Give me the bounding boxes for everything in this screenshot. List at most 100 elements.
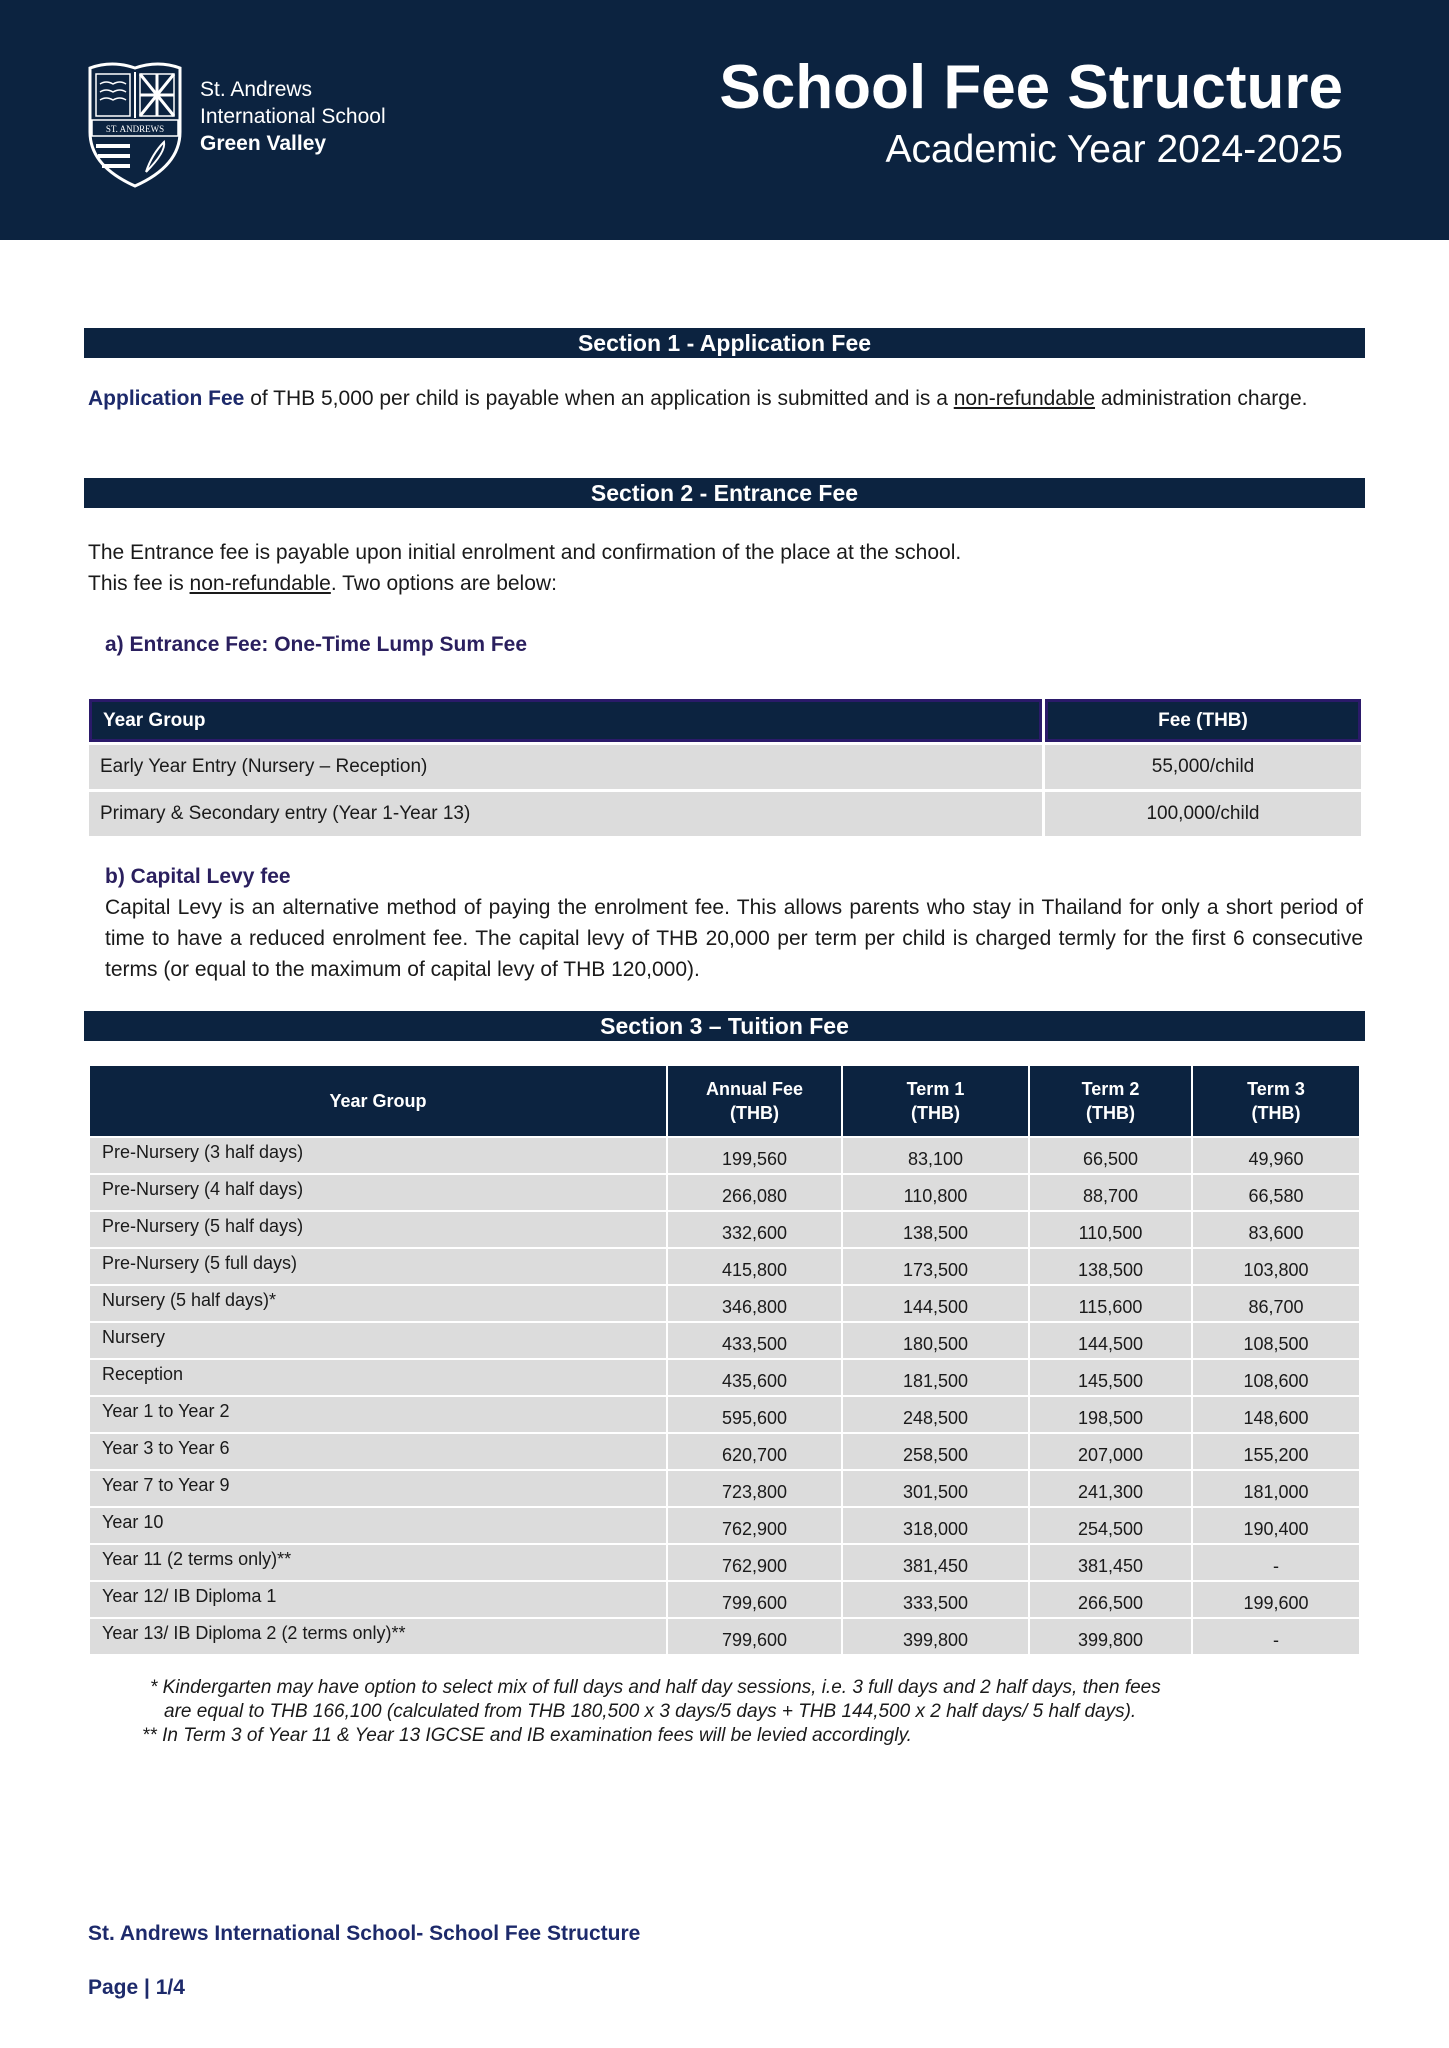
document-subtitle: Academic Year 2024-2025: [885, 128, 1343, 171]
fee-cell: 173,500: [843, 1249, 1028, 1284]
table-row: Primary & Secondary entry (Year 1-Year 1…: [89, 792, 1361, 836]
year-group-cell: Year 3 to Year 6: [90, 1434, 666, 1469]
column-header: Year Group: [90, 1066, 666, 1136]
page-header: ST. ANDREWS St. Andrews International Sc…: [0, 0, 1449, 240]
table-row: Pre-Nursery (5 full days) 415,800 173,500 1…: [90, 1249, 1359, 1284]
fee-cell: 266,080: [668, 1175, 841, 1210]
year-group-cell: Pre-Nursery (3 half days): [90, 1138, 666, 1173]
table-row: Early Year Entry (Nursery – Reception) 5…: [89, 745, 1361, 789]
fee-cell: 110,500: [1030, 1212, 1191, 1247]
table-header-row: Year Group Fee (THB): [89, 699, 1361, 742]
fee-cell: 399,800: [843, 1619, 1028, 1654]
section2-heading: Section 2 - Entrance Fee: [84, 478, 1365, 508]
year-group-cell: Year 11 (2 terms only)**: [90, 1545, 666, 1580]
fee-cell: 190,400: [1193, 1508, 1359, 1543]
fee-cell: 199,600: [1193, 1582, 1359, 1617]
section1-heading: Section 1 - Application Fee: [84, 328, 1365, 358]
fee-cell: 415,800: [668, 1249, 841, 1284]
fee-cell: 266,500: [1030, 1582, 1191, 1617]
table-row: Year 11 (2 terms only)** 762,900 381,450 38…: [90, 1545, 1359, 1580]
application-fee-text-end: administration charge.: [1095, 387, 1308, 410]
fee-cell: 241,300: [1030, 1471, 1191, 1506]
svg-text:ST. ANDREWS: ST. ANDREWS: [106, 124, 164, 134]
lump-sum-heading: a) Entrance Fee: One-Time Lump Sum Fee: [105, 633, 528, 656]
footnote-kindergarten: * Kindergarten may have option to select…: [150, 1677, 1161, 1698]
document-title: School Fee Structure: [719, 53, 1343, 122]
table-row: Pre-Nursery (5 half days) 332,600 138,500 1…: [90, 1212, 1359, 1247]
school-name: St. Andrews International School Green V…: [200, 76, 386, 157]
school-campus: Green Valley: [200, 132, 327, 155]
fee-cell: 110,800: [843, 1175, 1028, 1210]
non-refundable-text: non-refundable: [953, 387, 1096, 410]
fee-cell: 723,800: [668, 1471, 841, 1506]
table-row: Year 3 to Year 6 620,700 258,500 207,000 155…: [90, 1434, 1359, 1469]
footnote-kindergarten-cont: are equal to THB 166,100 (calculated fro…: [164, 1701, 1137, 1722]
fee-cell: 248,500: [843, 1397, 1028, 1432]
year-group-cell: Year 12/ IB Diploma 1: [90, 1582, 666, 1617]
year-group-cell: Year 10: [90, 1508, 666, 1543]
fee-cell: 762,900: [668, 1545, 841, 1580]
table-row: Year 10 762,900 318,000 254,500 190,400: [90, 1508, 1359, 1543]
fee-cell: 138,500: [843, 1212, 1028, 1247]
entrance-fee-paragraph: The Entrance fee is payable upon initial…: [88, 537, 961, 599]
section3-heading: Section 3 – Tuition Fee: [84, 1011, 1365, 1041]
column-header: Term 3 (THB): [1193, 1066, 1359, 1136]
column-header: Annual Fee (THB): [668, 1066, 841, 1136]
fee-cell: 381,450: [843, 1545, 1028, 1580]
fee-cell: 144,500: [1030, 1323, 1191, 1358]
fee-cell: -: [1193, 1619, 1359, 1654]
fee-cell: 399,800: [1030, 1619, 1191, 1654]
fee-cell: 762,900: [668, 1508, 841, 1543]
fee-cell: 433,500: [668, 1323, 841, 1358]
fee-cell: -: [1193, 1545, 1359, 1580]
fee-cell: 88,700: [1030, 1175, 1191, 1210]
table-cell: Primary & Secondary entry (Year 1-Year 1…: [89, 792, 1042, 836]
application-fee-label: Application Fee: [88, 387, 245, 410]
school-name-line1: St. Andrews: [200, 78, 313, 101]
fee-cell: 83,100: [843, 1138, 1028, 1173]
table-row: Reception 435,600 181,500 145,500 108,600: [90, 1360, 1359, 1395]
fee-cell: 83,600: [1193, 1212, 1359, 1247]
table-cell: Early Year Entry (Nursery – Reception): [89, 745, 1042, 789]
application-fee-paragraph: Application Fee of THB 5,000 per child i…: [88, 383, 1368, 414]
fee-cell: 332,600: [668, 1212, 841, 1247]
table-row: Pre-Nursery (3 half days) 199,560 83,100 66…: [90, 1138, 1359, 1173]
year-group-cell: Year 1 to Year 2: [90, 1397, 666, 1432]
fee-cell: 180,500: [843, 1323, 1028, 1358]
fee-cell: 66,580: [1193, 1175, 1359, 1210]
footer-page-number: Page | 1/4: [88, 1976, 185, 1999]
fee-cell: 155,200: [1193, 1434, 1359, 1469]
entrance-fee-line2: This fee is non-refundable. Two options …: [88, 572, 557, 595]
year-group-cell: Year 13/ IB Diploma 2 (2 terms only)**: [90, 1619, 666, 1654]
fee-cell: 115,600: [1030, 1286, 1191, 1321]
fee-cell: 181,000: [1193, 1471, 1359, 1506]
capital-levy-paragraph: Capital Levy is an alternative method of…: [105, 896, 1363, 981]
table-cell: 100,000/child: [1045, 792, 1361, 836]
table-row: Year 1 to Year 2 595,600 248,500 198,500 148…: [90, 1397, 1359, 1432]
fee-cell: 103,800: [1193, 1249, 1359, 1284]
fee-cell: 66,500: [1030, 1138, 1191, 1173]
column-header: Year Group: [89, 699, 1042, 742]
fee-cell: 86,700: [1193, 1286, 1359, 1321]
fee-cell: 799,600: [668, 1619, 841, 1654]
column-header: Term 2 (THB): [1030, 1066, 1191, 1136]
fee-cell: 49,960: [1193, 1138, 1359, 1173]
fee-cell: 301,500: [843, 1471, 1028, 1506]
fee-cell: 333,500: [843, 1582, 1028, 1617]
year-group-cell: Nursery (5 half days)*: [90, 1286, 666, 1321]
table-row: Year 13/ IB Diploma 2 (2 terms only)** 79…: [90, 1619, 1359, 1654]
footer-document-title: St. Andrews International School- School…: [88, 1922, 641, 1945]
fee-cell: 207,000: [1030, 1434, 1191, 1469]
fee-cell: 620,700: [668, 1434, 841, 1469]
fee-cell: 181,500: [843, 1360, 1028, 1395]
tuition-footnotes: * Kindergarten may have option to select…: [142, 1676, 1161, 1748]
fee-cell: 108,500: [1193, 1323, 1359, 1358]
fee-cell: 198,500: [1030, 1397, 1191, 1432]
fee-cell: 148,600: [1193, 1397, 1359, 1432]
table-header-row: Year Group Annual Fee (THB) Term 1 (THB)…: [90, 1066, 1359, 1136]
year-group-cell: Nursery: [90, 1323, 666, 1358]
fee-cell: 138,500: [1030, 1249, 1191, 1284]
tuition-fee-table: Year Group Annual Fee (THB) Term 1 (THB)…: [88, 1064, 1361, 1656]
fee-cell: 108,600: [1193, 1360, 1359, 1395]
year-group-cell: Pre-Nursery (4 half days): [90, 1175, 666, 1210]
